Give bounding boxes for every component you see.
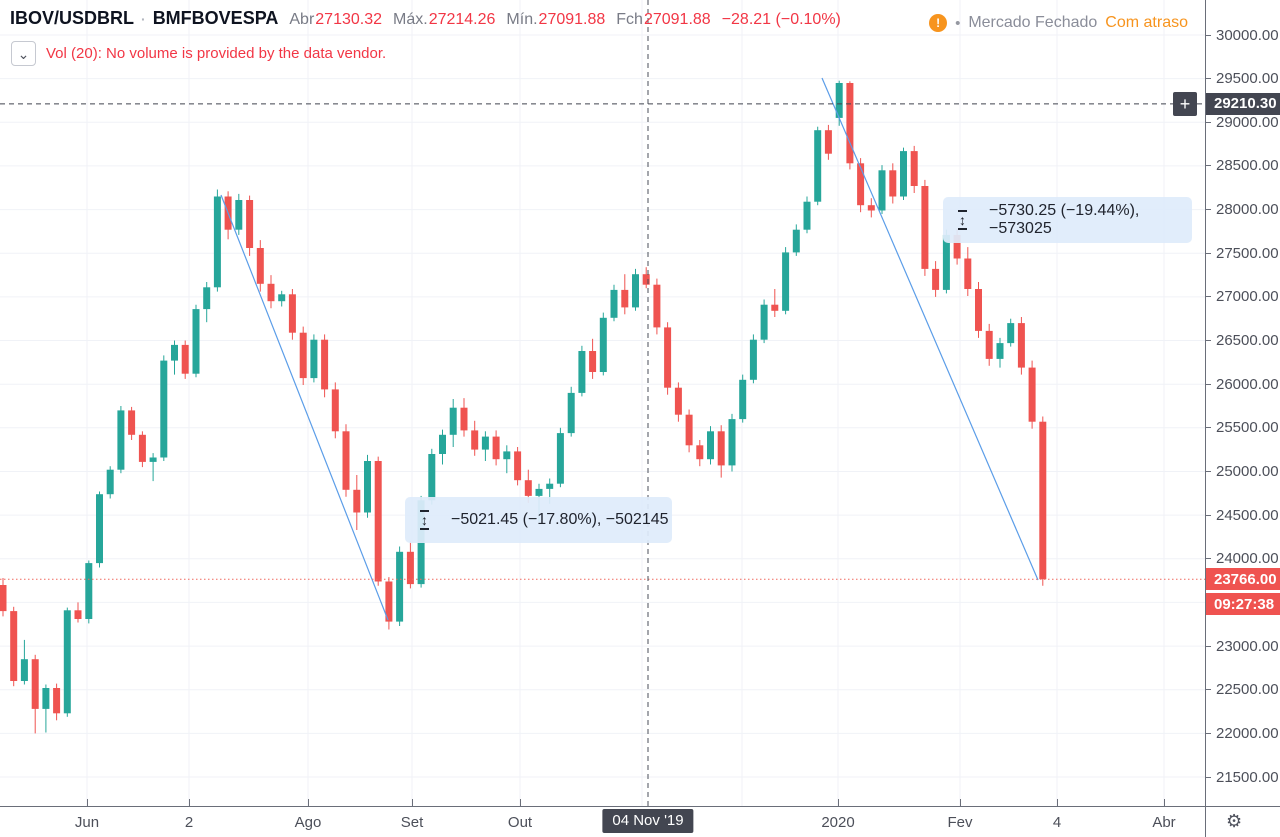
chart-pane[interactable]: ↕ −5021.45 (−17.80%), −502145 ↕ −5730.25… (0, 0, 1205, 806)
tick-mark (1206, 340, 1211, 341)
tick-mark (1164, 799, 1165, 807)
tick-mark (1206, 558, 1211, 560)
price-change: −28.21 (−0.10%) (721, 11, 841, 28)
price-tick-label: 22000.00 (1206, 725, 1279, 742)
measure-height-icon: ↕ (958, 210, 967, 230)
low-value-pair: Mín. 27091.88 (506, 11, 606, 28)
price-tick-label: 27500.00 (1206, 245, 1279, 262)
tick-mark (1206, 252, 1211, 254)
tick-mark (1206, 121, 1211, 123)
price-tick-label: 23000.00 (1206, 638, 1279, 655)
tick-mark (1206, 776, 1211, 778)
tick-mark (1206, 471, 1211, 472)
plus-icon: + (1179, 93, 1191, 114)
time-tick-label: Abr (1152, 814, 1176, 831)
price-tick-label: 21500.00 (1206, 769, 1279, 786)
tick-mark (1206, 732, 1211, 734)
price-tick-label: 28500.00 (1206, 157, 1279, 174)
symbol-legend: IBOV/USDBRL · BMFBOVESPA Abr 27130.32 Máx… (10, 8, 841, 29)
price-tick-label: 26000.00 (1206, 376, 1279, 393)
price-tick-label: 29500.00 (1206, 70, 1279, 87)
current-price-badge: 23766.00 (1206, 568, 1280, 591)
tick-mark (87, 799, 88, 807)
measure-tooltip-1-text: −5021.45 (−17.80%), −502145 (451, 511, 669, 528)
time-tick-label: Ago (294, 814, 322, 831)
tick-mark (1206, 427, 1211, 429)
tick-mark (1206, 689, 1211, 691)
gear-icon[interactable]: ⚙ (1226, 811, 1243, 831)
open-value-pair: Abr 27130.32 (289, 11, 383, 28)
time-tick-label: 4 (1052, 814, 1062, 831)
crosshair-date-badge: 04 Nov '19 (602, 809, 694, 833)
time-tick-label: Jun (74, 814, 100, 831)
price-tick-label: 22500.00 (1206, 681, 1279, 698)
high-value-pair: Máx. 27214.26 (393, 11, 496, 28)
time-tick-label: 2 (184, 814, 194, 831)
tick-mark (1206, 209, 1211, 211)
market-status-area: ! • Mercado Fechado Com atraso (929, 14, 1188, 32)
tick-mark (960, 799, 961, 807)
tick-mark (308, 799, 309, 807)
time-axis[interactable]: 04 Nov '19 ⚙ Jun 2 Ago Set Out 2020 Fev 4 Abr (0, 799, 1280, 837)
measure-tooltip-2-text: −5730.25 (−19.44%), −573025 (989, 202, 1140, 237)
tick-mark (1206, 514, 1211, 516)
price-tick-label: 28000.00 (1206, 201, 1279, 218)
price-tick-label: 30000.00 (1206, 27, 1279, 44)
tick-mark (1206, 645, 1211, 647)
volume-indicator-message: Vol (20): No volume is provided by the d… (46, 45, 387, 62)
price-tick-label: 24500.00 (1206, 507, 1279, 524)
separator-dot: · (141, 11, 146, 27)
tick-mark (412, 799, 413, 807)
candlestick-chart[interactable] (0, 0, 1205, 806)
market-status-label: Mercado Fechado (968, 14, 1098, 31)
status-dot-icon: • (955, 14, 961, 32)
delay-status-label[interactable]: Com atraso (1105, 14, 1188, 31)
chevron-down-icon: ⌄ (17, 45, 30, 62)
price-tick-label: 26500.00 (1206, 332, 1279, 349)
tick-mark (520, 799, 521, 807)
tick-mark (189, 799, 190, 807)
time-tick-label: Set (400, 814, 424, 831)
axis-corner-divider (1205, 807, 1206, 837)
exchange-name: BMFBOVESPA (152, 8, 279, 28)
close-value-pair: Fch 27091.88 (616, 11, 711, 28)
measure-tooltip-2: ↕ −5730.25 (−19.44%), −573025 (943, 197, 1192, 243)
tick-mark (1206, 296, 1211, 298)
price-tick-label: 25500.00 (1206, 419, 1279, 436)
price-tick-label: 24000.00 (1206, 550, 1279, 567)
time-tick-label: 2020 (821, 814, 855, 831)
tick-mark (1206, 383, 1211, 385)
tick-mark (1206, 165, 1211, 167)
price-tick-label: 27000.00 (1206, 288, 1279, 305)
tick-mark (1206, 78, 1211, 80)
tick-mark (1057, 799, 1058, 807)
legend-collapse-button[interactable]: ⌄ (11, 41, 36, 66)
alert-price-badge: 29210.30 (1206, 92, 1280, 115)
measure-height-icon: ↕ (420, 510, 429, 530)
time-tick-label: Out (507, 814, 533, 831)
tick-mark (1206, 34, 1211, 36)
symbol-name[interactable]: IBOV/USDBRL (10, 8, 135, 28)
measure-tooltip-1: ↕ −5021.45 (−17.80%), −502145 (405, 497, 672, 543)
price-axis[interactable]: 29210.30 23766.00 09:27:38 30000.00 29500… (1205, 0, 1280, 806)
time-tick-label: Fev (947, 814, 973, 831)
price-tick-label: 25000.00 (1206, 463, 1279, 480)
add-alert-plus-button[interactable]: + (1173, 91, 1197, 116)
countdown-time-badge: 09:27:38 (1206, 593, 1280, 616)
tick-mark (838, 799, 839, 807)
warning-icon[interactable]: ! (929, 14, 948, 32)
price-tick-label: 29000.00 (1206, 114, 1279, 131)
volume-indicator-row: ⌄ Vol (20): No volume is provided by the… (11, 41, 386, 66)
